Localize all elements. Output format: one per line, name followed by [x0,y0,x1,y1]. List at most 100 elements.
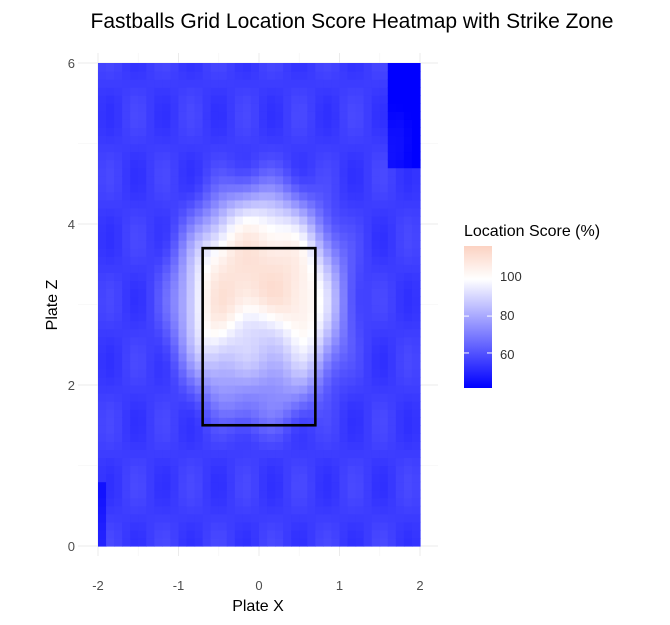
heatmap-cell [98,352,107,362]
heatmap-cell [315,473,324,483]
heatmap-cell [299,457,308,467]
heatmap-cell [202,304,212,314]
heatmap-cell [138,497,147,507]
heatmap-cell [218,433,228,442]
heatmap-cell [283,296,292,306]
heatmap-cell [130,71,139,80]
heatmap-cell [283,505,292,515]
heatmap-cell [250,191,260,201]
heatmap-cell [395,127,405,137]
heatmap-cell [267,336,276,346]
heatmap-cell [355,425,365,434]
heatmap-cell [283,103,292,112]
heatmap-cell [347,95,357,104]
heatmap-cell [347,385,357,394]
heatmap-cell [154,240,163,249]
heatmap-cell [291,95,300,104]
heatmap-cell [275,457,284,467]
heatmap-cell [106,143,115,153]
heatmap-cell [283,401,292,410]
heatmap-cell [411,304,421,314]
heatmap-cell [355,376,365,386]
heatmap-cell [379,352,389,362]
heatmap-cell [283,224,292,233]
heatmap-cell [379,95,389,104]
heatmap-cell [146,63,155,72]
heatmap-cell [379,449,389,459]
heatmap-cell [114,280,123,289]
heatmap-cell [339,207,349,217]
heatmap-cell [242,296,252,306]
heatmap-cell [170,240,180,249]
heatmap-cell [242,489,252,499]
heatmap-cell [186,360,196,370]
heatmap-cell [138,304,147,314]
heatmap-cell [363,87,373,96]
heatmap-cell [363,95,373,104]
heatmap-cell [347,296,357,306]
heatmap-cell [98,151,107,161]
heatmap-cell [138,272,147,281]
heatmap-cell [387,167,397,177]
heatmap-cell [379,87,389,96]
heatmap-cell [283,191,292,201]
heatmap-cell [114,103,123,112]
heatmap-cell [146,159,155,169]
heatmap-cell [122,79,131,88]
heatmap-cell [186,207,196,217]
heatmap-cell [299,264,308,273]
heatmap-cell [130,320,139,330]
heatmap-cell [146,256,155,265]
heatmap-cell [299,385,308,394]
heatmap-cell [130,135,139,145]
heatmap-cell [122,63,131,72]
heatmap-cell [122,449,131,459]
heatmap-cell [331,87,341,96]
heatmap-cell [291,79,300,88]
heatmap-cell [331,457,341,467]
heatmap-cell [323,79,333,88]
heatmap-cell [114,328,123,338]
heatmap-cell [154,159,163,169]
heatmap-cell [355,401,365,410]
heatmap-cell [283,199,292,209]
heatmap-cell [267,521,276,531]
heatmap-cell [291,409,300,418]
heatmap-cell [106,280,115,289]
heatmap-cell [250,215,260,225]
heatmap-cell [226,393,236,402]
heatmap-cell [355,63,365,72]
heatmap-cell [379,135,389,145]
heatmap-cell [178,143,188,153]
heatmap-cell [299,256,308,265]
heatmap-cell [146,232,155,241]
heatmap-cell [194,79,204,88]
heatmap-cell [411,264,421,273]
heatmap-cell [371,376,381,386]
heatmap-cell [130,272,139,281]
heatmap-cell [162,376,172,386]
heatmap-cell [98,135,107,145]
heatmap-cell [146,175,155,185]
heatmap-cell [218,328,228,338]
heatmap-cell [403,352,413,362]
heatmap-cell [291,272,300,281]
heatmap-cell [210,103,220,112]
heatmap-cell [291,151,300,161]
heatmap-cell [371,360,381,370]
heatmap-cell [387,103,397,112]
heatmap-cell [307,513,316,523]
heatmap-cell [291,537,300,547]
heatmap-cell [283,87,292,96]
heatmap-cell [218,151,228,161]
heatmap-cell [162,87,172,96]
heatmap-cell [130,304,139,314]
heatmap-cell [194,240,204,249]
heatmap-cell [170,360,180,370]
heatmap-cell [162,401,172,410]
heatmap-cell [275,256,284,265]
heatmap-cell [291,489,300,499]
heatmap-cell [210,529,220,539]
heatmap-cell [387,368,397,378]
heatmap-cell [379,537,389,547]
